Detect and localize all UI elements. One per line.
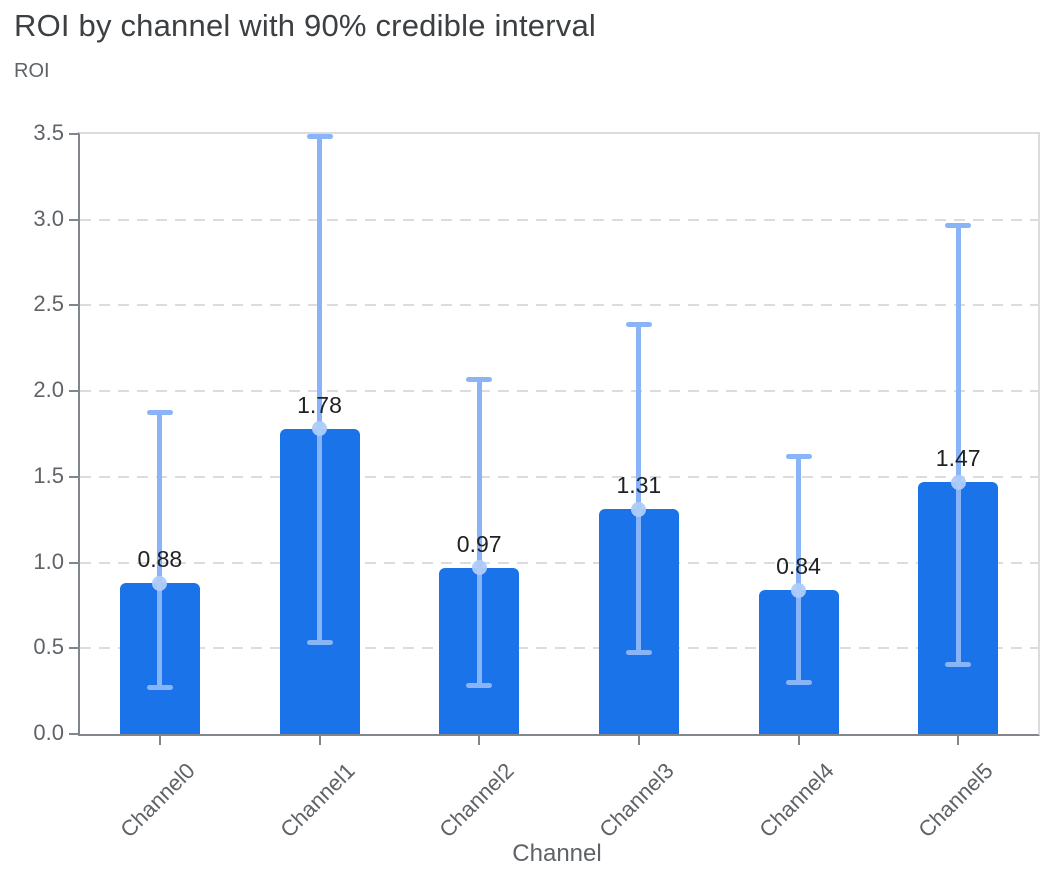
error-cap-bottom [625, 650, 652, 656]
y-axis-title: ROI [14, 60, 50, 82]
x-tick-mark [957, 736, 960, 745]
y-tick-mark [69, 390, 78, 393]
error-bar-channel1 [317, 135, 322, 644]
x-tick-label: Channel1 [274, 758, 360, 843]
x-tick-label: Channel3 [594, 758, 679, 843]
y-tick-label: 3.5 [33, 120, 64, 145]
mean-marker [950, 474, 966, 490]
y-gridline [80, 218, 1038, 221]
chart-title: ROI by channel with 90% credible interva… [14, 8, 596, 43]
error-bar-channel0 [157, 411, 163, 688]
error-cap-top [625, 322, 652, 328]
x-tick-mark [158, 736, 161, 745]
mean-marker [152, 575, 168, 591]
mean-marker [471, 560, 487, 576]
y-tick-mark [69, 133, 78, 135]
y-tick-label: 2.0 [33, 377, 64, 403]
y-tick-label: 1.0 [33, 548, 64, 574]
value-label: 0.88 [137, 546, 183, 573]
x-tick-mark [797, 736, 800, 745]
error-cap-top [146, 409, 173, 415]
error-cap-top [945, 222, 972, 228]
y-tick-label: 0.0 [33, 720, 64, 745]
error-cap-bottom [945, 662, 972, 668]
x-tick-mark [478, 736, 481, 745]
y-tick-mark [69, 304, 78, 307]
y-gridline [80, 647, 1038, 650]
y-gridline [80, 304, 1038, 307]
error-cap-bottom [466, 683, 493, 688]
y-gridline [80, 475, 1038, 478]
x-tick-label: Channel5 [913, 758, 998, 843]
value-label: 0.97 [456, 530, 502, 557]
error-cap-top [466, 377, 493, 383]
x-tick-mark [637, 736, 640, 745]
value-label: 1.78 [297, 391, 342, 418]
y-tick-mark [69, 218, 78, 221]
error-bar-channel2 [476, 379, 482, 686]
error-bar-channel4 [796, 456, 801, 683]
x-tick-label: Channel4 [753, 758, 839, 843]
y-tick-label: 3.0 [33, 205, 64, 231]
error-cap-bottom [306, 640, 333, 646]
x-axis-title: Channel [512, 840, 602, 867]
plot-area: 0.0 0.5 1.0 1.5 2.0 2.5 3.0 3.5 0.88 Channel0 1.78… [33, 120, 1040, 842]
x-tick-label: Channel2 [434, 758, 519, 843]
y-tick-mark [69, 647, 78, 650]
value-label: 1.47 [935, 445, 981, 471]
error-cap-bottom [785, 679, 812, 685]
mean-marker [631, 501, 647, 517]
y-tick-label: 1.5 [33, 462, 64, 488]
y-gridline [80, 561, 1038, 564]
y-tick-mark [69, 733, 78, 735]
error-cap-top [306, 133, 333, 139]
y-tick-mark [69, 475, 78, 478]
mean-marker [312, 421, 327, 437]
error-cap-bottom [146, 684, 173, 690]
x-tick-mark [318, 736, 321, 745]
error-cap-top [785, 454, 812, 460]
y-tick-label: 0.5 [33, 634, 64, 660]
value-label: 1.31 [616, 472, 662, 499]
value-label: 0.84 [776, 553, 821, 579]
mean-marker [791, 582, 806, 598]
y-tick-label: 2.5 [33, 291, 64, 317]
error-bar-channel5 [955, 224, 961, 666]
error-bar-channel3 [636, 324, 642, 654]
y-tick-mark [69, 561, 78, 564]
y-gridline [80, 390, 1038, 393]
x-tick-label: Channel0 [115, 758, 200, 843]
